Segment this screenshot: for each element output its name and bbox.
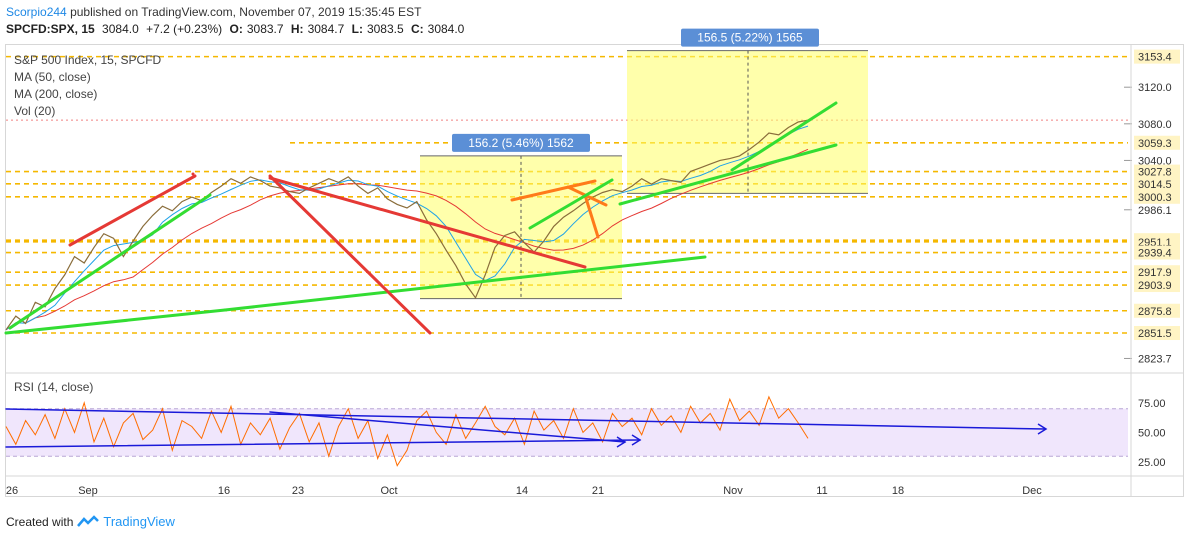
price-tick-label: 3040.0 <box>1138 155 1172 167</box>
trendline-channel-drop <box>583 193 600 239</box>
rsi-trendline-down <box>5 408 1046 430</box>
rsi-tick-label: 50.00 <box>1138 427 1166 439</box>
price-label-bg <box>1134 176 1180 191</box>
time-tick-label: Sep <box>78 485 98 497</box>
time-tick-label: 11 <box>816 485 827 497</box>
time-tick-label: 23 <box>292 485 304 497</box>
time-tick-label: 18 <box>892 485 904 497</box>
rsi-arrow-head <box>616 436 627 448</box>
price-label-bg <box>1134 278 1180 293</box>
time-tick-label: 16 <box>218 485 230 497</box>
trendline-support-long <box>4 308 227 335</box>
chart-frame <box>5 44 1184 497</box>
price-tick-label: 3000.3 <box>1138 192 1172 204</box>
created-with-label: Created with <box>6 514 74 529</box>
trendline-nov-upper <box>730 101 838 172</box>
measure-label: 156.2 (5.46%) 1562 <box>468 136 574 150</box>
legend-ma50: MA (50, close) <box>14 70 91 84</box>
price-label-bg <box>1134 164 1180 179</box>
price-tick-label: 3027.8 <box>1138 167 1172 179</box>
rsi-arrow-head <box>631 434 642 446</box>
price-label-bg <box>1134 234 1180 249</box>
low-label: L: <box>351 22 363 36</box>
time-tick-label: Oct <box>380 485 397 497</box>
trendline-support-long-2 <box>223 255 707 312</box>
time-tick-label: Nov <box>723 485 743 497</box>
ma200-line <box>5 148 809 331</box>
rsi-tick-label: 25.00 <box>1138 457 1166 469</box>
rsi-trendline-up <box>5 439 641 448</box>
time-tick-label: Dec <box>1022 485 1042 497</box>
legend-title: S&P 500 Index, 15, SPCFD <box>14 53 162 67</box>
price-label-bg <box>1134 303 1180 318</box>
footer: Created with TradingView <box>6 514 175 529</box>
measure-label: 156.5 (5.22%) 1565 <box>697 31 803 45</box>
measure-label-bg <box>681 28 819 47</box>
rsi-band <box>6 408 1128 457</box>
ohlc-bar: SPCFD:SPX, 15 3084.0 +7.2 (+0.23%) O: 308… <box>6 22 468 36</box>
trendline-resistance <box>268 176 587 269</box>
price-tick-label: 3014.5 <box>1138 179 1172 191</box>
price-label-bg <box>1134 135 1180 150</box>
close-value: 3084.0 <box>427 22 465 36</box>
price-label-bg <box>1134 189 1180 204</box>
legend-ma200: MA (200, close) <box>14 87 98 101</box>
symbol-label: SPCFD:SPX, 15 <box>6 22 95 36</box>
publish-text: published on TradingView.com, November 0… <box>70 5 422 19</box>
price-line <box>5 119 809 331</box>
legend-vol: Vol (20) <box>14 104 56 118</box>
price-tick-label: 3153.4 <box>1138 52 1172 64</box>
price-tick-label: 3120.0 <box>1138 82 1172 94</box>
price-tick-label: 2939.4 <box>1138 248 1172 260</box>
rsi-tick-label: 75.00 <box>1138 398 1166 410</box>
trendline-down-oct <box>268 174 432 335</box>
price-label-bg <box>1134 326 1180 341</box>
measure-box <box>420 155 622 299</box>
low-value: 3083.5 <box>366 22 404 36</box>
trendline-up-oct <box>528 178 614 230</box>
close-label: C: <box>410 22 424 36</box>
rsi-trendline-2 <box>269 411 626 443</box>
tradingview-brand[interactable]: TradingView <box>103 514 175 529</box>
rsi-band-layer <box>6 408 1128 457</box>
price-label-bg <box>1134 245 1180 260</box>
price-tick-label: 2851.5 <box>1138 328 1172 340</box>
trendlines-layer <box>4 101 1048 448</box>
trendline-up-sep <box>8 193 212 330</box>
author-link[interactable]: Scorpio244 <box>6 5 67 19</box>
change-value: +7.2 (+0.23%) <box>146 22 223 36</box>
trendline-nov-lower <box>618 143 838 206</box>
time-tick-label: 21 <box>592 485 604 497</box>
open-label: O: <box>229 22 243 36</box>
publish-info: Scorpio244 published on TradingView.com,… <box>6 5 421 19</box>
open-value: 3083.7 <box>246 22 284 36</box>
high-label: H: <box>290 22 304 36</box>
price-tick-label: 3059.3 <box>1138 138 1172 150</box>
last-price: 3084.0 <box>102 22 139 36</box>
legend-rsi: RSI (14, close) <box>14 380 94 394</box>
axes-layer: 3153.4 3120.0 3080.0 3059.3 3040.03027.83014… <box>5 44 1184 497</box>
price-tick-label: 2917.9 <box>1138 267 1172 279</box>
price-tick-label: 2875.8 <box>1138 306 1172 318</box>
price-tick-label: 2986.1 <box>1138 205 1172 217</box>
high-value: 3084.7 <box>307 22 345 36</box>
price-label-bg <box>1134 49 1180 64</box>
tradingview-logo-icon <box>77 514 100 527</box>
trendline-sep-high <box>68 174 197 247</box>
time-tick-label: 14 <box>516 485 528 497</box>
price-label-bg <box>1134 265 1180 280</box>
measurements-layer: 156.2 (5.46%) 1562 156.5 (5.22%) 1565 <box>420 28 868 300</box>
measure-label-bg <box>452 133 590 152</box>
rsi-arrow-head <box>1037 423 1048 435</box>
price-tick-label: 3080.0 <box>1138 119 1172 131</box>
price-tick-label: 2903.9 <box>1138 280 1172 292</box>
price-tick-label: 2823.7 <box>1138 353 1172 365</box>
trendline-channel-top <box>510 179 597 202</box>
time-tick-label: 26 <box>6 485 18 497</box>
